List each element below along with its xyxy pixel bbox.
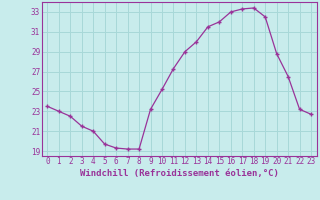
X-axis label: Windchill (Refroidissement éolien,°C): Windchill (Refroidissement éolien,°C) [80, 169, 279, 178]
